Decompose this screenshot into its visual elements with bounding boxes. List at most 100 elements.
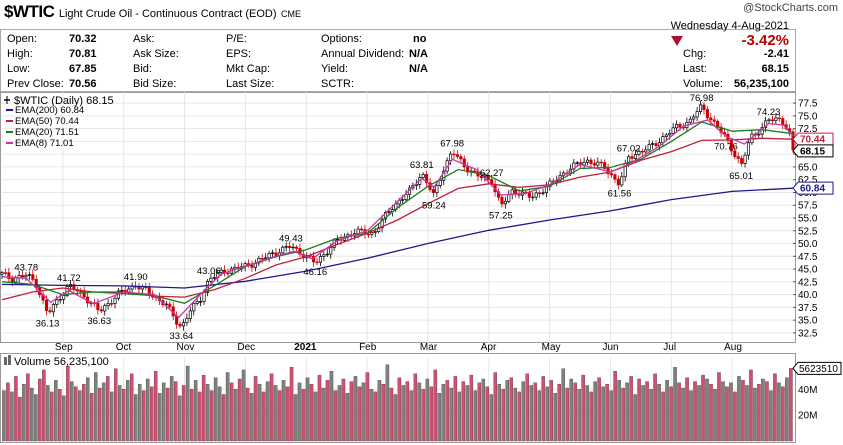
quote-label-prev-close: Prev Close:	[7, 78, 64, 90]
candle-body	[421, 174, 425, 178]
volume-bar	[637, 378, 641, 442]
candle-body	[531, 196, 535, 199]
volume-bar	[213, 377, 218, 442]
volume-bar	[357, 386, 362, 442]
candle-body	[110, 303, 114, 305]
quote-label-high: High:	[7, 48, 33, 60]
candle-body	[3, 272, 7, 274]
volume-bar	[98, 387, 102, 442]
volume-bar	[769, 390, 773, 442]
quote-label-mkt-cap: Mkt Cap:	[226, 63, 271, 75]
candle-body	[633, 154, 638, 159]
volume-bar	[601, 386, 605, 442]
volume-bar	[349, 381, 354, 442]
volume-bar	[449, 387, 454, 442]
quote-label-pe: P/E:	[226, 33, 247, 45]
volume-bar	[685, 377, 689, 442]
volume-value-tag: 5623510	[792, 361, 842, 375]
volume-bar	[149, 386, 154, 442]
volume-bar	[561, 368, 565, 442]
volume-bar	[181, 385, 186, 442]
candle-body	[106, 303, 110, 306]
candle-body	[48, 310, 52, 313]
volume-bar	[281, 380, 286, 442]
exchange: CME	[280, 9, 301, 19]
volume-bar	[557, 383, 561, 442]
candle-body	[678, 123, 682, 128]
volume-bar	[118, 385, 122, 442]
candle-body	[702, 104, 706, 110]
candle-body	[199, 301, 203, 303]
svg-text:5623510: 5623510	[799, 364, 838, 375]
volume-bar	[325, 380, 330, 442]
candle-body	[486, 176, 490, 180]
quote-label-last-size: Last Size:	[226, 78, 275, 90]
volume-bar	[50, 391, 54, 442]
volume-bar	[433, 369, 438, 442]
candle-body	[291, 246, 295, 249]
volume-bar	[369, 389, 374, 442]
quote-date: Wednesday 4-Aug-2021	[670, 20, 789, 32]
volume-bar	[649, 389, 653, 442]
volume-bar	[261, 391, 266, 442]
candle-body	[541, 192, 545, 194]
volume-bar	[58, 389, 62, 442]
candle-body	[185, 318, 189, 324]
x-tick-label: May	[542, 342, 561, 353]
volume-bar	[253, 376, 258, 442]
volume-bar	[189, 389, 194, 442]
volume-bar	[521, 381, 525, 442]
y-tick-label: 65.0	[798, 162, 818, 173]
volume-bar	[781, 386, 785, 442]
candle-body	[168, 303, 172, 308]
ema-line-ema200	[1, 187, 794, 289]
candle-body	[705, 109, 709, 119]
y-tick-label: 55.0	[798, 214, 818, 225]
volume-bar	[481, 378, 486, 442]
price-annotation: 57.25	[489, 211, 513, 222]
volume-bar	[437, 393, 442, 442]
price-annotation: 61.56	[608, 189, 632, 200]
candle-body	[318, 256, 323, 263]
candle-body	[688, 118, 692, 123]
legend-entry: EMA(200) 60.84	[15, 105, 84, 116]
candle-body	[647, 144, 651, 151]
volume-bar	[537, 390, 541, 442]
candle-body	[743, 154, 747, 164]
volume-bar	[625, 382, 629, 442]
candle-body	[472, 170, 477, 173]
volume-bar	[78, 390, 82, 442]
volume-bar	[753, 387, 757, 442]
volume-bar	[569, 378, 573, 442]
candle-body	[264, 257, 268, 260]
candle-body	[585, 159, 590, 163]
volume-bar	[573, 382, 577, 442]
y-tick-label: 40.0	[798, 290, 818, 301]
volume-bar	[66, 365, 70, 442]
volume-bar	[565, 387, 569, 442]
volume-y-tick-label: 40M	[798, 385, 817, 396]
candle-body	[373, 231, 377, 233]
x-tick-label: Feb	[359, 342, 377, 353]
volume-bar	[133, 394, 138, 442]
price-annotation: 43.78	[14, 262, 38, 273]
volume-bar	[661, 391, 665, 442]
price-chart[interactable]: Sep Oct Nov Dec 2021 Feb Mar Apr May Jun Jul Aug 77.…	[0, 92, 843, 354]
volume-bar	[789, 368, 793, 442]
volume-bar	[293, 394, 298, 442]
candle-body	[435, 185, 439, 193]
candle-body	[24, 274, 28, 278]
candle-body	[757, 133, 761, 136]
candle-body	[425, 174, 429, 184]
candle-body	[527, 192, 531, 198]
volume-bar	[289, 367, 294, 442]
volume-bar	[489, 394, 494, 442]
candle-body	[281, 246, 285, 254]
y-tick-label: 62.5	[798, 175, 818, 186]
y-tick-label: 50.0	[798, 239, 818, 250]
candle-body	[99, 309, 103, 312]
candle-body	[137, 286, 141, 290]
volume-chart[interactable]: 20M 40M Volume 56,235,100 5623510	[0, 353, 843, 445]
volume-bar	[545, 386, 549, 442]
volume-bar	[681, 387, 685, 442]
